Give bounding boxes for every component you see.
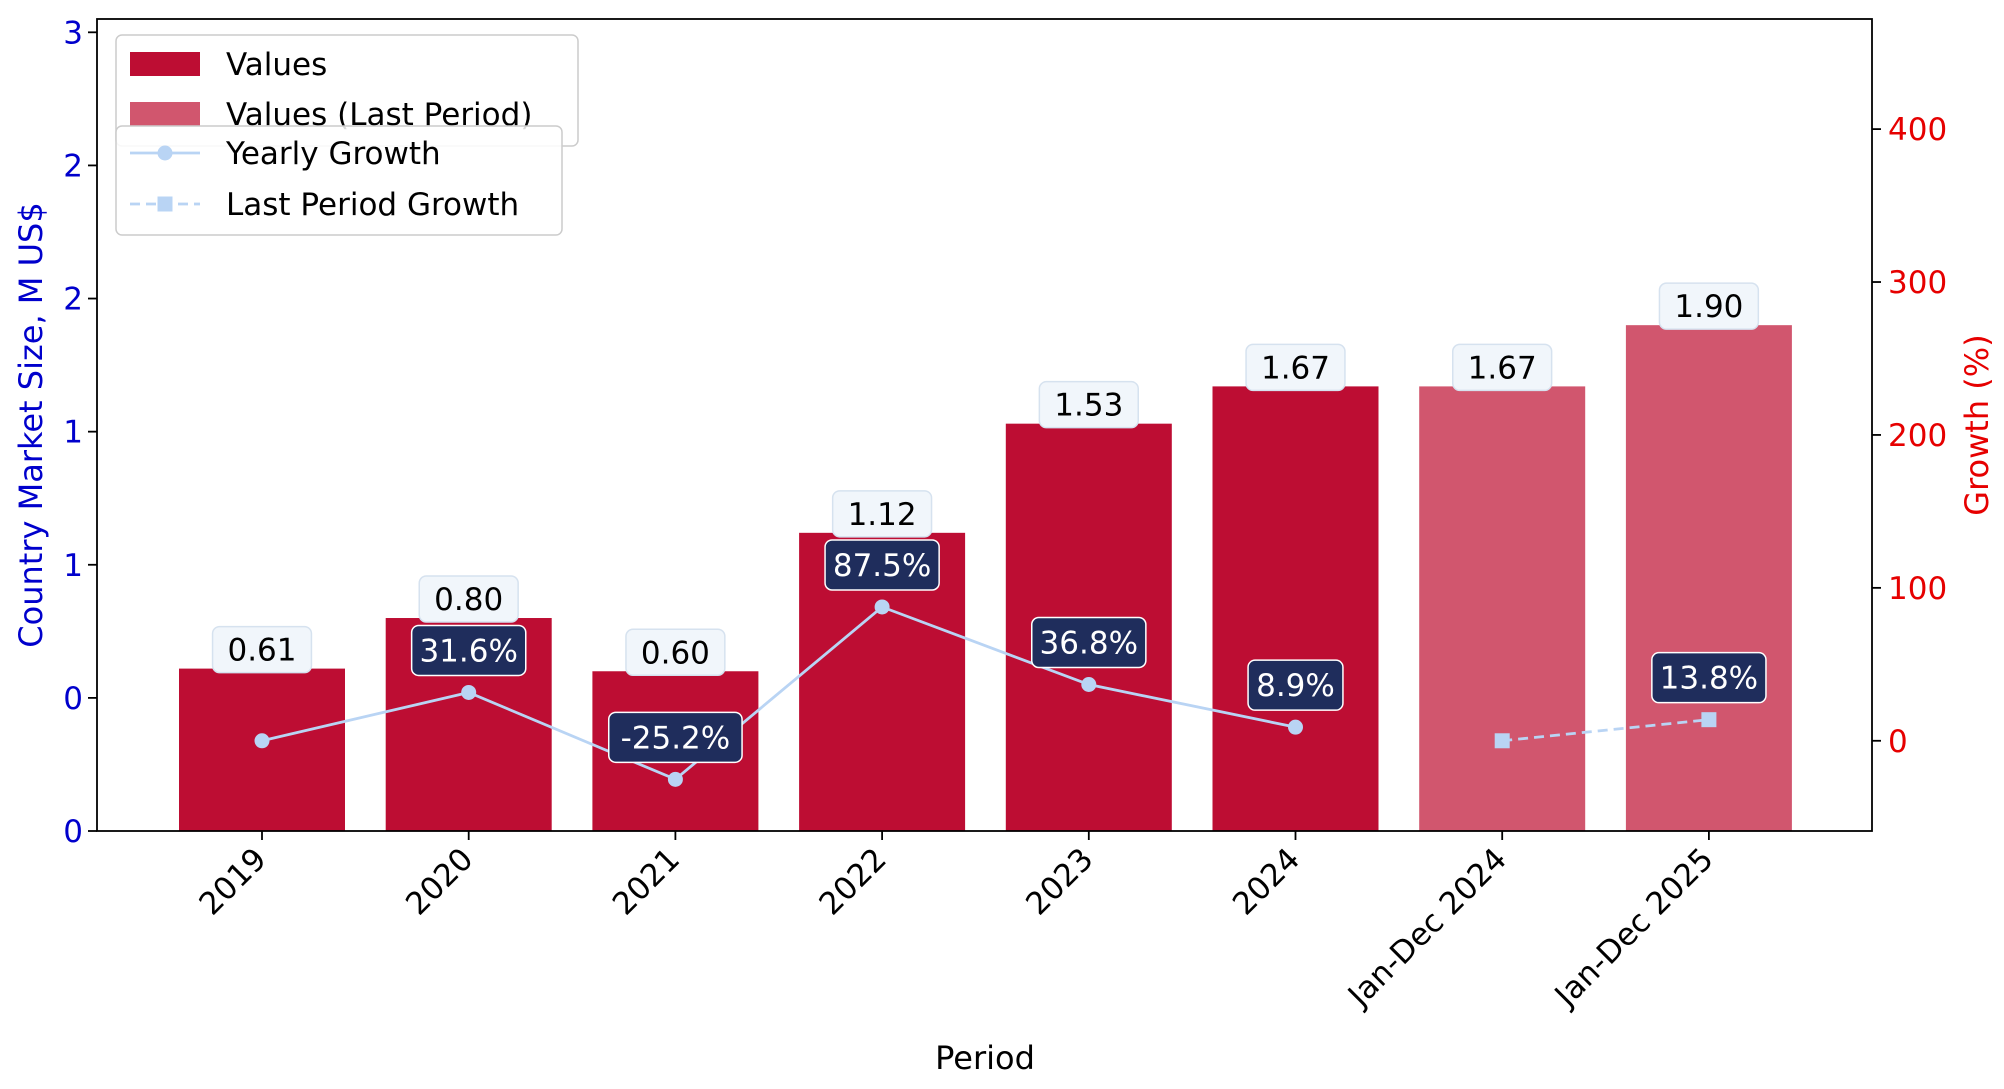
x-axis-tick-label: 2022: [813, 841, 894, 922]
yearly_growth-point: [667, 771, 683, 787]
right-axis-title: Growth (%): [1958, 334, 1996, 515]
growth-label: 31.6%: [419, 633, 517, 669]
legend-marker-last-period-growth: [157, 196, 173, 212]
x-axis-tick-label: Jan-Dec 2025: [1547, 841, 1721, 1015]
right-axis-tick-label: 300: [1888, 265, 1947, 301]
left-axis-tick-label: 1: [63, 548, 83, 584]
value-label-box: [1452, 343, 1553, 392]
x-axis-tick-label: 2024: [1226, 841, 1307, 922]
x-axis-title: Period: [935, 1039, 1035, 1077]
yearly_growth-point: [874, 599, 890, 615]
value-label: 0.80: [434, 582, 503, 618]
left-axis-tick-label: 0: [63, 814, 83, 850]
growth-label-box: [1031, 616, 1147, 669]
legend-swatch-values: [130, 52, 200, 76]
value-label-box: [831, 490, 933, 538]
x-axis-tick-label: 2023: [1019, 841, 1100, 922]
growth-label-box: [1651, 651, 1767, 704]
yearly_growth-point: [1288, 719, 1303, 735]
value-label: 1.53: [1054, 388, 1123, 424]
growth-label: -25.2%: [621, 720, 731, 756]
value-label-box: [1245, 343, 1346, 392]
right-axis-tick-label: 400: [1888, 112, 1947, 148]
bar: [179, 668, 345, 831]
last_period_growth-point: [1494, 733, 1510, 749]
left-axis: 0 0 1 1 2 2 3: [63, 15, 97, 850]
legend-label: Last Period Growth: [226, 187, 519, 223]
right-axis-tick-label: 100: [1888, 571, 1947, 607]
yearly_growth-line: [261, 605, 1296, 781]
right-axis-tick-label: 200: [1888, 418, 1947, 454]
left-axis-tick-label: 2: [63, 282, 83, 318]
value-label: 1.67: [1468, 350, 1537, 386]
growth-label: 87.5%: [833, 548, 931, 584]
growth-lines-layer: [254, 599, 1717, 787]
value-label: 1.12: [848, 497, 917, 533]
left-axis-tick-label: 3: [63, 15, 83, 51]
bar: [1419, 386, 1586, 831]
growth-label-box: [607, 711, 743, 764]
growth-label-box: [410, 624, 527, 677]
growth-label: 8.9%: [1256, 668, 1335, 704]
value-label: 1.67: [1261, 350, 1330, 386]
value-label-box: [625, 628, 726, 677]
value-label: 1.90: [1674, 289, 1743, 325]
value-label-box: [1038, 380, 1139, 429]
growth-label: 13.8%: [1660, 661, 1758, 697]
plot-frame: [96, 18, 1873, 832]
yearly_growth-point: [254, 733, 270, 749]
x-axis-tick-label: 2021: [606, 841, 687, 922]
right-axis: 0 100 200 300 400: [1872, 112, 1947, 760]
growth-label: 36.8%: [1040, 626, 1138, 662]
left-axis-tick-label: 2: [63, 148, 83, 184]
legend-marker-yearly-growth: [157, 145, 173, 161]
x-axis-tick-label: Jan-Dec 2024: [1340, 841, 1514, 1015]
x-axis-tick-label: 2019: [192, 841, 273, 922]
value-label: 0.61: [227, 633, 296, 669]
legend-label: Values: [226, 47, 327, 83]
value-label-box: [418, 575, 519, 623]
yearly_growth-point: [461, 684, 477, 700]
legend-label: Yearly Growth: [225, 136, 441, 172]
legend-box-lines: [115, 125, 563, 236]
x-axis-tick-label: 2020: [399, 841, 480, 922]
left-axis-tick-label: 1: [63, 415, 83, 451]
value-label-box: [211, 625, 313, 674]
value-label-box: [1658, 282, 1760, 330]
last_period_growth-point: [1701, 712, 1717, 728]
last_period_growth-line: [1502, 718, 1710, 743]
right-axis-tick-label: 0: [1888, 724, 1908, 760]
growth-label-box: [824, 539, 940, 591]
data-labels-layer: 0.61 0.80 0.60 1.12 1.53 1.67 1.67 1.90 31.6% -25…: [211, 282, 1767, 764]
bar: [1212, 386, 1379, 831]
yearly_growth-point: [1081, 677, 1097, 693]
left-axis-tick-label: 0: [63, 681, 83, 717]
x-axis: 2019 2020 2021 2022 2023 2024 Jan-Dec 2024 Jan-…: [192, 831, 1721, 1015]
value-label: 0.60: [641, 635, 710, 671]
left-axis-title: Country Market Size, M US$: [12, 202, 50, 647]
growth-label-box: [1247, 659, 1344, 711]
bar: [1625, 325, 1792, 831]
legend-swatch-values-last-period: [130, 102, 200, 126]
